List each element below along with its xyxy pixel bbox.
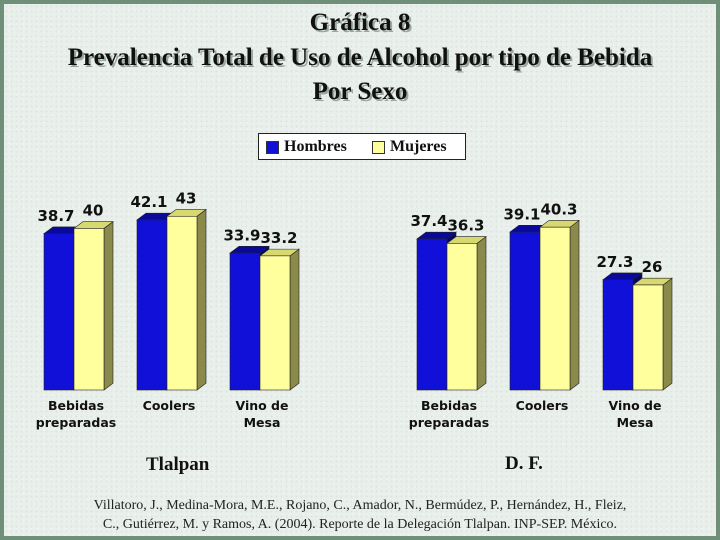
legend: Hombres Mujeres (258, 133, 466, 160)
slide-background (4, 4, 716, 536)
source-line-2: C., Gutiérrez, M. y Ramos, A. (2004). Re… (102, 517, 618, 532)
category-label-chart1-2-0: Vino de (608, 398, 661, 413)
data-label-chart1-hombres-2: 27.3 (596, 253, 633, 271)
chart-title-line-2: Prevalencia Total de Uso de Alcohol por … (67, 44, 653, 71)
data-label-chart0-hombres-0: 38.7 (37, 207, 74, 225)
bar-chart1-mujeres-1 (539, 226, 571, 391)
bar-chart1-hombres-0 (416, 238, 448, 391)
bar-chart0-hombres-1 (136, 219, 168, 391)
source-line-1: Villatoro, J., Medina-Mora, M.E., Rojano… (93, 498, 627, 513)
bar-chart0-hombres-0 (43, 233, 75, 391)
bar-chart1-mujeres-2 (632, 284, 664, 391)
legend-swatch-mujeres (372, 140, 385, 154)
category-label-chart0-0-1: preparadas (36, 415, 116, 430)
legend-label-hombres: Hombres (284, 138, 347, 155)
bar-chart1-mujeres-0 (446, 243, 478, 391)
category-label-chart1-2-1: Mesa (617, 415, 654, 430)
legend-swatch-hombres (266, 140, 279, 154)
bar-side-chart0-mujeres-1 (196, 208, 207, 391)
bar-side-chart1-mujeres-2 (662, 277, 673, 391)
data-label-chart0-mujeres-2: 33.2 (260, 229, 297, 247)
category-label-chart1-0-0: Bebidas (421, 398, 477, 413)
legend-item-hombres: Hombres (266, 138, 347, 156)
data-label-chart1-hombres-1: 39.1 (503, 205, 540, 223)
data-label-chart0-hombres-1: 42.1 (130, 193, 167, 211)
chart-caption-df: D. F. (505, 453, 543, 474)
category-label-chart0-0-0: Bebidas (48, 398, 104, 413)
source-citation: Villatoro, J., Medina-Mora, M.E., Rojano… (40, 496, 680, 534)
legend-item-mujeres: Mujeres (372, 138, 447, 156)
category-label-chart0-1-0: Coolers (143, 398, 196, 413)
bar-chart0-mujeres-1 (166, 215, 198, 391)
data-label-chart1-mujeres-1: 40.3 (540, 200, 577, 218)
chart-title-line-3: Por Sexo (312, 78, 408, 105)
bar-side-chart1-mujeres-1 (569, 219, 580, 391)
data-label-chart1-mujeres-0: 36.3 (447, 217, 484, 235)
data-label-chart1-mujeres-2: 26 (642, 258, 663, 276)
data-label-chart0-mujeres-1: 43 (176, 190, 197, 208)
data-label-chart1-hombres-0: 37.4 (410, 212, 447, 230)
category-label-chart0-2-1: Mesa (244, 415, 281, 430)
bar-side-chart0-mujeres-0 (103, 221, 114, 391)
bar-chart1-hombres-2 (602, 279, 634, 391)
bar-chart1-hombres-1 (509, 231, 541, 391)
bar-chart0-hombres-2 (229, 252, 261, 391)
bar-side-chart0-mujeres-2 (289, 248, 300, 391)
category-label-chart1-1-0: Coolers (516, 398, 569, 413)
bar-chart0-mujeres-0 (73, 228, 105, 391)
category-label-chart0-2-0: Vino de (235, 398, 288, 413)
data-label-chart0-mujeres-0: 40 (83, 202, 104, 220)
chart-caption-tlalpan: Tlalpan (146, 454, 210, 475)
data-label-chart0-hombres-2: 33.9 (223, 226, 260, 244)
bar-side-chart1-mujeres-0 (476, 235, 487, 391)
bar-chart0-mujeres-2 (259, 255, 291, 391)
chart-title-line-1: Gráfica 8 (309, 9, 411, 36)
category-label-chart1-0-1: preparadas (409, 415, 489, 430)
legend-label-mujeres: Mujeres (390, 138, 447, 155)
